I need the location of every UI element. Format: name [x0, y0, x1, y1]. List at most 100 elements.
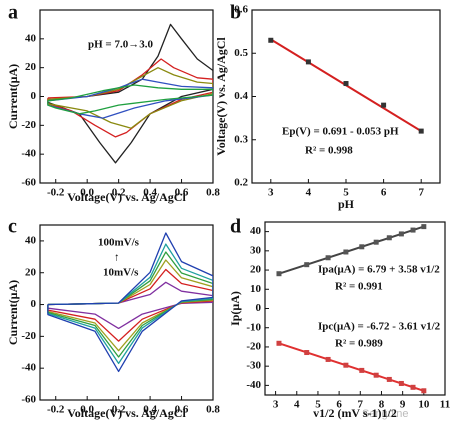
x-tick-label: 0.0 — [80, 404, 94, 416]
marker — [386, 376, 392, 382]
x-axis-label: Voltage(V) vs. Ag/AgCl — [67, 406, 186, 420]
x-tick-label: 0.0 — [80, 187, 94, 199]
y-tick-label: 10 — [250, 283, 262, 295]
y-axis-label: Ip(μA) — [228, 291, 242, 326]
panel: a -0.2 0.0 0.2 0.4 0.6 0.8 -60 -40 -20 0 20 40 Voltag… — [6, 2, 221, 204]
data-line — [47, 23, 213, 164]
y-tick-label: 0.3 — [234, 133, 248, 145]
y-tick-label: 0 — [31, 90, 37, 102]
y-axis-label: Voltage(V) vs. Ag/AgCl — [214, 37, 228, 156]
marker — [410, 384, 416, 390]
marker — [276, 340, 282, 346]
marker — [343, 249, 349, 255]
x-tick-label: 3 — [273, 399, 279, 411]
x-tick-label: 0.6 — [175, 404, 189, 416]
x-tick-label: 3 — [268, 187, 274, 199]
x-axis-label: v1/2 (mV s-1)1/2 — [313, 406, 397, 420]
marker — [421, 388, 427, 394]
plot-frame — [39, 9, 214, 184]
marker — [421, 224, 427, 230]
y-tick-label: 20 — [25, 61, 37, 73]
x-tick-label: 10 — [418, 399, 430, 411]
annotation: 100mV/s — [98, 237, 140, 249]
marker — [343, 362, 349, 368]
x-tick-label: 0.6 — [175, 187, 189, 199]
watermark: Sanguine — [362, 408, 409, 420]
x-tick-label: 8 — [379, 399, 385, 411]
y-tick-label: 20 — [250, 264, 262, 276]
x-tick-label: 4 — [294, 399, 300, 411]
marker — [418, 128, 424, 134]
x-tick-label: 0.4 — [143, 404, 157, 416]
panel: c -0.2 0.0 0.2 0.4 0.6 0.8 -60 -40 -20 0 20 40 Voltag… — [6, 216, 221, 420]
annotation: Ep(V) = 0.691 - 0.053 pH — [282, 126, 399, 138]
y-axis-label: Current(μA) — [6, 280, 20, 345]
annotation: Ipa(μA) = 6.79 + 3.58 v1/2 — [318, 264, 440, 276]
panel-label: a — [8, 2, 18, 24]
y-tick-label: 0.2 — [234, 177, 248, 189]
y-axis-label: Current(μA) — [6, 64, 20, 129]
y-tick-label: -20 — [21, 330, 36, 342]
x-tick-label: 6 — [336, 399, 342, 411]
marker — [276, 271, 282, 277]
marker — [359, 367, 365, 373]
plot-frame — [251, 9, 441, 184]
marker — [268, 37, 274, 43]
x-tick-label: 4 — [306, 187, 312, 199]
y-tick-label: 0.4 — [234, 90, 248, 102]
x-tick-label: 0.2 — [112, 404, 126, 416]
marker — [410, 227, 416, 233]
panel-label: d — [230, 216, 241, 238]
x-tick-label: 11 — [440, 399, 450, 411]
y-tick-label: 30 — [250, 244, 262, 256]
y-tick-label: 0 — [256, 302, 262, 314]
annotation: R² = 0.998 — [305, 145, 353, 157]
marker — [373, 372, 379, 378]
marker — [343, 81, 349, 87]
y-tick-label: -30 — [246, 360, 261, 372]
marker — [398, 231, 404, 237]
annotation: ↑ — [114, 252, 120, 264]
y-tick-label: 40 — [25, 234, 37, 246]
annotation: pH = 7.0→3.0 — [88, 39, 153, 51]
marker — [304, 262, 310, 268]
y-tick-label: -60 — [21, 177, 36, 189]
plot-frame — [39, 224, 214, 401]
marker — [325, 356, 331, 362]
data-line — [47, 67, 213, 129]
panel: b 3 4 5 6 7 0.2 0.3 0.4 0.5 0.6 pH Voltage(V) vs. Ag… — [214, 2, 441, 211]
annotation: 10mV/s — [103, 267, 139, 279]
marker — [373, 239, 379, 245]
y-tick-label: -20 — [246, 340, 261, 352]
marker — [381, 102, 387, 108]
annotation: R² = 0.991 — [335, 281, 383, 293]
y-tick-label: -40 — [246, 379, 261, 391]
y-tick-label: 40 — [25, 32, 37, 44]
data-line — [47, 232, 213, 373]
x-tick-label: 0.8 — [206, 404, 220, 416]
y-tick-label: 20 — [25, 266, 37, 278]
annotation: Ipc(μA) = -6.72 - 3.61 v1/2 — [318, 321, 441, 333]
data-line — [47, 84, 213, 115]
x-tick-label: -0.2 — [47, 404, 65, 416]
marker — [325, 255, 331, 261]
y-tick-label: 0 — [31, 298, 37, 310]
panel-label: b — [230, 2, 241, 24]
x-tick-label: 5 — [315, 399, 321, 411]
x-axis-label: pH — [338, 197, 355, 211]
x-tick-label: 9 — [400, 399, 406, 411]
y-tick-label: -10 — [246, 321, 261, 333]
x-tick-label: 7 — [358, 399, 364, 411]
x-tick-label: 0.2 — [112, 187, 126, 199]
x-tick-label: 0.4 — [143, 187, 157, 199]
x-tick-label: 0.8 — [206, 187, 220, 199]
panel-label: c — [8, 216, 17, 238]
marker — [386, 235, 392, 241]
y-tick-label: -40 — [21, 362, 36, 374]
y-tick-label: -60 — [21, 394, 36, 406]
panel: d 3 4 5 6 7 8 9 10 11 -40 -30 -20 -10 0 10 20 30 40 v1/2 (m… — [228, 216, 450, 420]
x-tick-label: -0.2 — [47, 187, 65, 199]
x-tick-label: 5 — [343, 187, 349, 199]
y-tick-label: -40 — [21, 148, 36, 160]
marker — [359, 244, 365, 250]
